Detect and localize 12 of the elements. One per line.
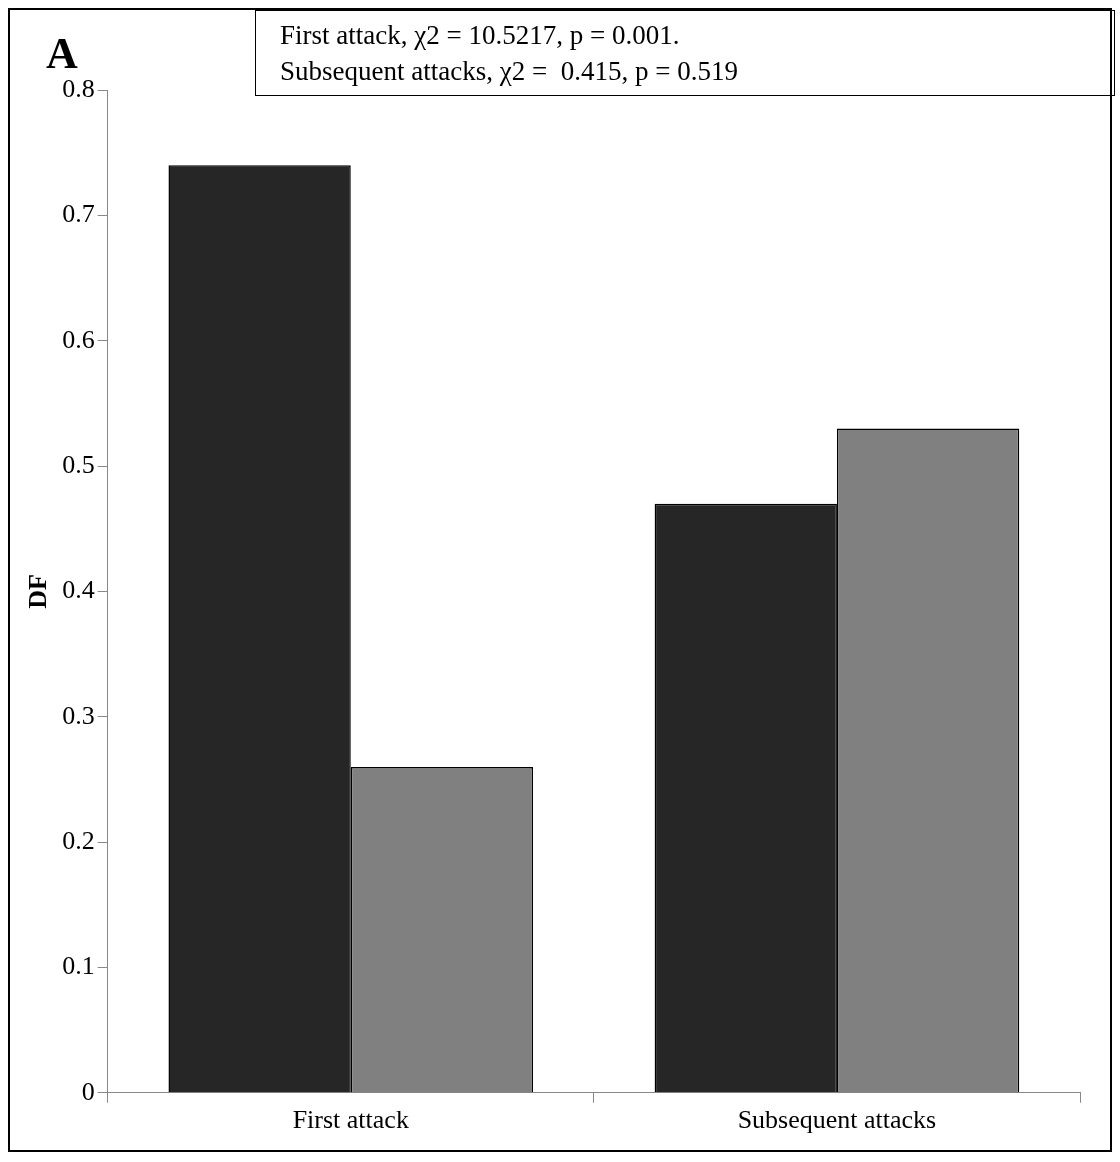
y-tick-label: 0.5	[62, 449, 95, 479]
y-tick-label: 0.4	[62, 575, 95, 605]
y-tick-label: 0.7	[62, 199, 95, 229]
x-tick-label: First attack	[292, 1105, 409, 1135]
note-box: First attack, χ2 = 10.5217, p = 0.001. Subsequent attacks, χ2 = 0.415, p = 0.519	[255, 10, 1115, 96]
y-tick-label: 0.1	[62, 951, 95, 981]
y-tick-label: 0.3	[62, 700, 95, 730]
y-tick-label: 0	[81, 1076, 95, 1106]
x-tick-label: Subsequent attacks	[737, 1105, 937, 1135]
y-tick-label: 0.2	[62, 825, 95, 855]
y-tick-label: 0.6	[62, 324, 95, 354]
y-axis-title: DF	[23, 574, 53, 609]
